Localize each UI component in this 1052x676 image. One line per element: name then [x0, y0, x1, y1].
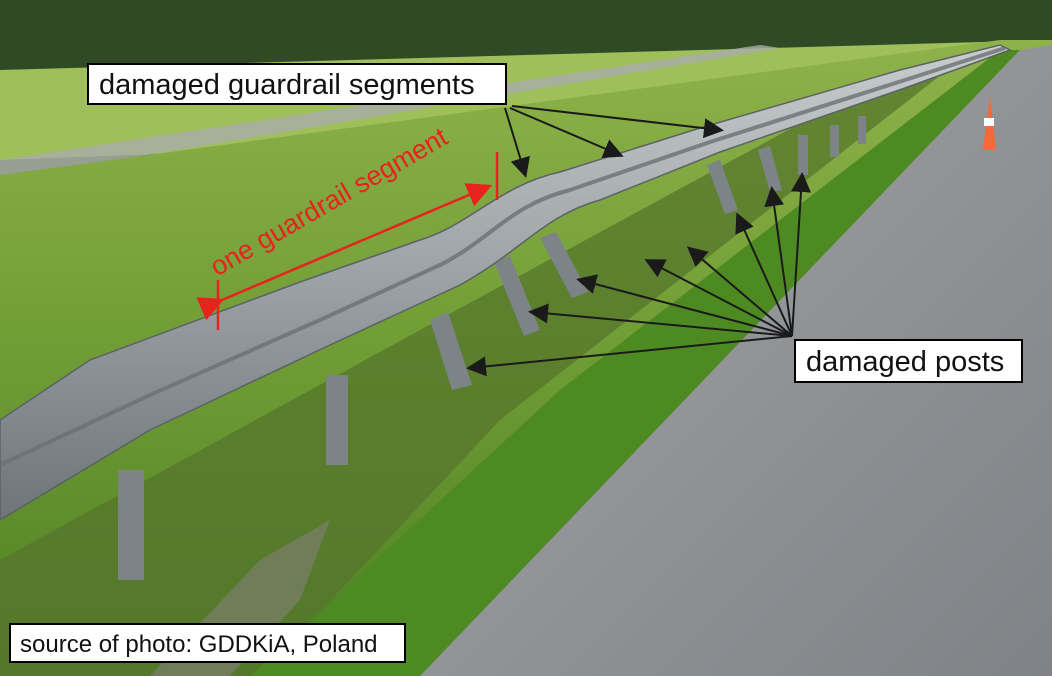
post-arrow: [764, 186, 793, 337]
guardrail-arrow: [504, 107, 530, 178]
guardrail-arrows: [504, 105, 724, 178]
post-arrow: [791, 172, 811, 337]
source-label-box: source of photo: GDDKiA, Poland: [9, 623, 406, 663]
far-path: [0, 45, 780, 180]
posts-arrows: [466, 172, 811, 377]
posts-label-box: damaged posts: [794, 339, 1023, 383]
post-arrow: [735, 212, 793, 337]
guardrail-posts: [118, 116, 866, 580]
post-arrow: [528, 303, 793, 337]
guardrail-arrow: [509, 107, 624, 158]
road-verge: [250, 50, 1020, 676]
post-arrow: [576, 274, 793, 337]
segment-arrow-line: [196, 183, 493, 321]
road-surface: [420, 45, 1052, 676]
segment-dimension-arrow: [196, 152, 499, 330]
post-arrow: [466, 335, 793, 377]
post-arrow: [686, 246, 793, 337]
guardrail-arrow: [511, 105, 724, 139]
post-arrow: [644, 259, 793, 337]
guardrail-label-box: damaged guardrail segments: [87, 63, 507, 105]
cone-stripe: [984, 118, 994, 126]
